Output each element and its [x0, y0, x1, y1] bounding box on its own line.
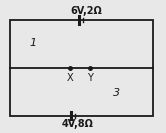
- Bar: [10, 20, 153, 116]
- Text: Y: Y: [87, 73, 93, 84]
- Text: 6V,2Ω: 6V,2Ω: [70, 6, 102, 16]
- Text: 1: 1: [30, 38, 37, 48]
- Text: 3: 3: [113, 88, 120, 98]
- Text: X: X: [66, 73, 73, 84]
- Text: 4V,8Ω: 4V,8Ω: [62, 119, 94, 129]
